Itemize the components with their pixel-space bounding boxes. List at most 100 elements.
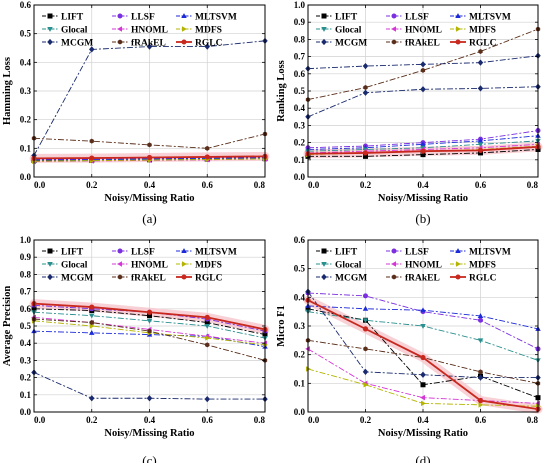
legend-swatch-marker xyxy=(47,13,53,19)
legend-item-mltsvm: MLTSVM xyxy=(450,13,511,23)
x-tick-label: 0.6 xyxy=(202,415,214,425)
series-frakel xyxy=(305,26,541,103)
legend-item-llsf: LLSF xyxy=(112,13,155,23)
y-tick-label: 0.2 xyxy=(294,350,306,360)
y-axis-title: Hamming Loss xyxy=(2,57,13,125)
y-tick-label: 0.7 xyxy=(294,52,306,62)
legend-label: LLSF xyxy=(405,13,429,23)
legend-swatch-marker xyxy=(391,39,397,45)
legend-item-glocal: Glocal xyxy=(316,26,362,36)
legend-swatch-marker xyxy=(182,261,187,267)
y-tick-label: 0.1 xyxy=(294,378,306,388)
data-point xyxy=(362,305,369,311)
legend-swatch-marker xyxy=(391,248,397,254)
y-tick-label: 0.0 xyxy=(294,172,306,182)
data-point xyxy=(204,314,210,320)
y-tick-label: 0.3 xyxy=(20,86,32,96)
legend-swatch-marker xyxy=(117,13,123,19)
legend-swatch-marker xyxy=(47,27,53,32)
legend-swatch-marker xyxy=(391,13,397,19)
legend-item-frakel: fRAkEL xyxy=(386,274,440,284)
legend-label: MDFS xyxy=(195,261,222,271)
data-point xyxy=(478,48,483,54)
data-point xyxy=(477,313,484,318)
legend-item-frakel: fRAkEL xyxy=(112,39,166,49)
chart-panel-3: 0.0 0.1 0.2 0.3 0.4 0.5 0.6 0.7 0.8 0.9 1.0 0.0 0.2 0… xyxy=(2,235,270,463)
data-point xyxy=(363,346,368,352)
y-tick-label: 0.0 xyxy=(294,407,306,417)
legend-label: LIFT xyxy=(61,248,84,258)
x-tick-label: 0.4 xyxy=(144,180,156,190)
legend-label: HNOML xyxy=(131,26,168,36)
legend-item-rglc: RGLC xyxy=(176,39,223,49)
panel-label: (b) xyxy=(415,211,430,226)
legend-swatch-marker xyxy=(321,248,327,254)
x-tick-label: 0.0 xyxy=(308,180,320,190)
data-point xyxy=(204,43,210,50)
x-axis-title: Noisy/Missing Ratio xyxy=(104,428,194,439)
y-axis-title: Average Precision xyxy=(2,286,13,367)
legend-swatch-marker xyxy=(117,261,122,267)
y-axis-title: Ranking Loss xyxy=(276,60,287,122)
y-tick-label: 0.8 xyxy=(294,34,306,44)
legend-label: LIFT xyxy=(61,13,84,23)
data-point xyxy=(477,147,484,153)
data-point xyxy=(477,374,484,381)
y-tick-label: 0.4 xyxy=(294,292,306,302)
legend-item-frakel: fRAkEL xyxy=(386,39,440,49)
legend-swatch-marker xyxy=(455,248,461,253)
legend-item-mltsvm: MLTSVM xyxy=(176,248,237,258)
data-point xyxy=(89,313,95,319)
legend-label: LLSF xyxy=(131,248,155,258)
legend-label: HNOML xyxy=(405,261,442,271)
legend: LIFT LLSF MLTSVM Glocal HNOML MDFS MCGM fRAkEL R… xyxy=(42,248,237,284)
x-tick-label: 0.4 xyxy=(417,415,429,425)
legend-item-frakel: fRAkEL xyxy=(112,274,166,284)
legend-label: Glocal xyxy=(335,26,362,36)
data-point xyxy=(420,371,426,378)
legend-swatch-marker xyxy=(321,262,327,267)
legend-label: LIFT xyxy=(335,248,358,258)
data-point xyxy=(362,318,369,324)
y-tick-label: 0.2 xyxy=(20,373,32,383)
data-point xyxy=(204,324,210,329)
data-point xyxy=(146,309,153,315)
x-tick-label: 0.2 xyxy=(360,415,372,425)
legend-swatch-marker xyxy=(391,261,396,267)
series-line xyxy=(307,348,539,404)
data-point xyxy=(477,397,484,404)
legend-swatch-marker xyxy=(47,273,53,281)
y-tick-label: 0.3 xyxy=(20,355,32,365)
legend-item-lift: LIFT xyxy=(42,248,84,258)
data-point xyxy=(420,141,426,147)
x-tick-label: 0.2 xyxy=(86,180,98,190)
data-point xyxy=(89,320,94,326)
data-point xyxy=(420,61,426,68)
y-tick-label: 0.0 xyxy=(20,407,32,417)
data-point xyxy=(362,326,369,332)
legend-label: MLTSVM xyxy=(195,248,237,258)
legend-swatch-marker xyxy=(391,26,396,32)
x-tick-label: 0.2 xyxy=(360,180,372,190)
legend-swatch-marker xyxy=(181,274,187,280)
data-point xyxy=(420,394,425,401)
series-line xyxy=(33,308,266,336)
legend-swatch-marker xyxy=(455,274,461,280)
series-line xyxy=(33,40,266,156)
legend-label: fRAkEL xyxy=(131,274,166,284)
legend-item-llsf: LLSF xyxy=(112,248,155,258)
legend-label: LIFT xyxy=(335,13,358,23)
y-tick-label: 0.5 xyxy=(294,86,306,96)
legend-swatch-marker xyxy=(321,27,327,32)
legend-label: RGLC xyxy=(195,39,223,49)
legend-item-hnoml: HNOML xyxy=(112,261,168,271)
chart-panel-2: 0.0 0.1 0.2 0.3 0.4 0.5 0.6 0.7 0.8 0.9 1.0 0.0 0.2 0… xyxy=(276,0,543,226)
y-tick-label: 0.2 xyxy=(294,138,306,148)
legend: LIFT LLSF MLTSVM Glocal HNOML MDFS MCGM fRAkEL R… xyxy=(42,13,237,49)
y-tick-label: 0.9 xyxy=(20,252,32,262)
y-tick-label: 0.3 xyxy=(294,120,306,130)
legend-label: fRAkEL xyxy=(405,39,440,49)
legend-item-rglc: RGLC xyxy=(450,39,497,49)
legend-label: MCGM xyxy=(335,39,367,49)
